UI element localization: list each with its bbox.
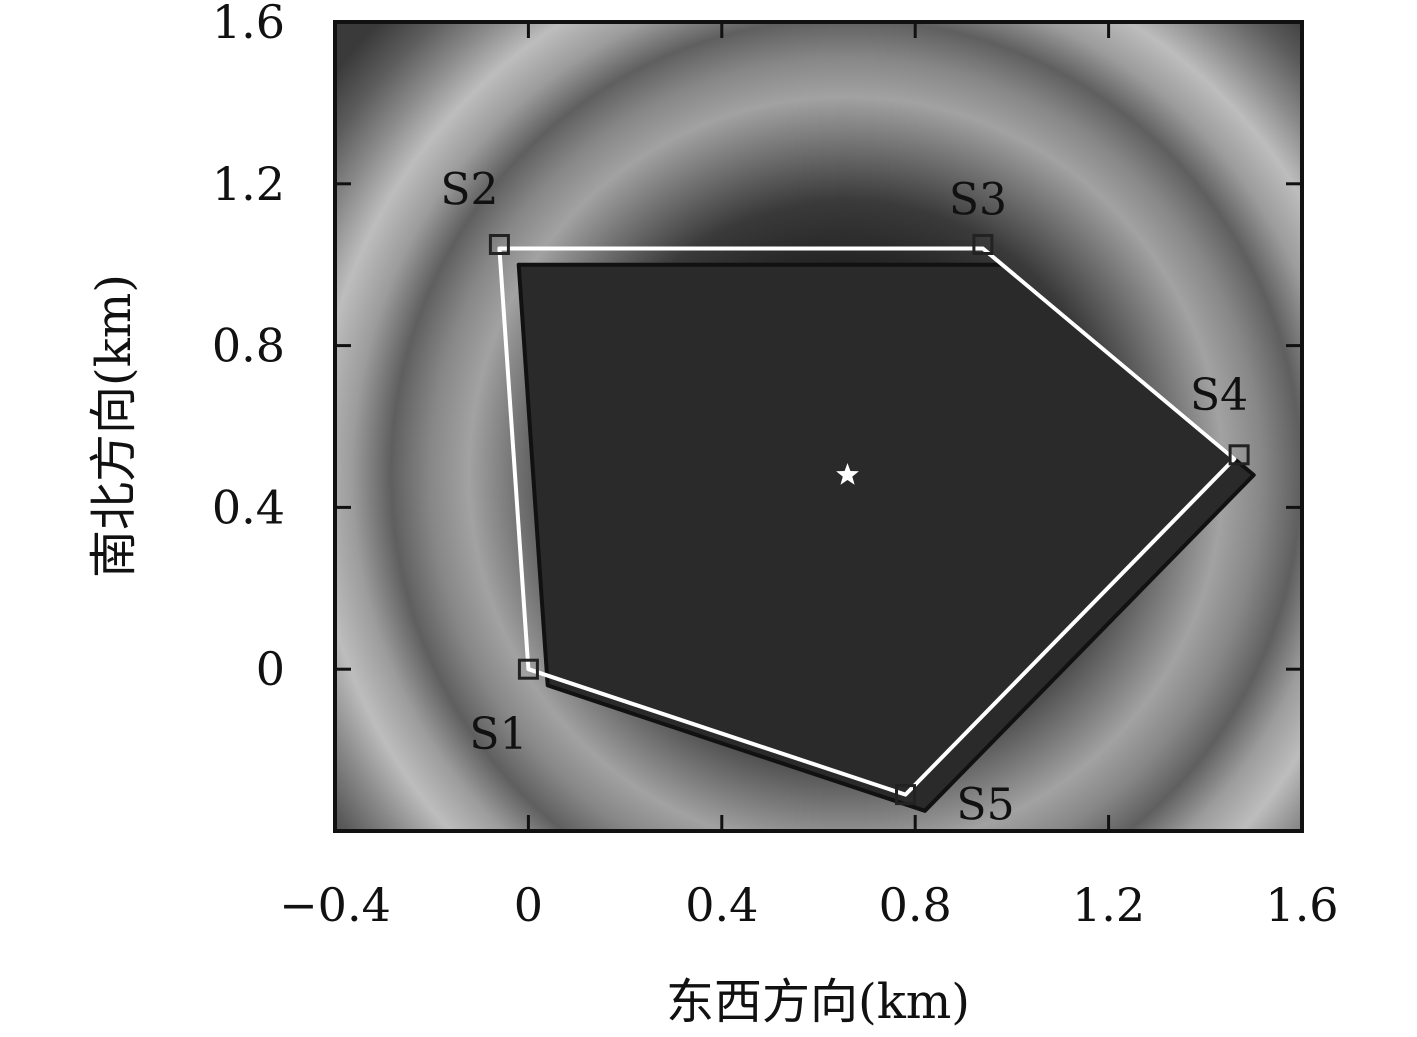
y-axis-title: 南北方向(km) [86,274,142,578]
x-tick-label: 1.2 [1072,878,1145,932]
station-label-s2: S2 [440,165,498,216]
x-axis-title: 东西方向(km) [666,974,970,1030]
tick-layer [333,20,1304,831]
station-marker-s2 [488,234,510,255]
x-tick-label: 1.6 [1265,878,1338,932]
x-tick-label: 0.8 [879,878,952,932]
station-marker-s5 [895,784,916,806]
y-tick-label: 1.6 [212,0,285,49]
y-tick-label: 1.2 [212,157,285,211]
source-star-marker [836,463,859,485]
station-label-s5: S5 [956,780,1014,831]
source-layer [836,463,859,485]
x-tick-label: −0.4 [279,878,391,932]
label-layer: −0.4 0 0.4 0.8 1.2 1.6 0 0.4 0.8 1.2 1.6 [212,0,1339,932]
x-tick-label: 0 [514,878,543,932]
station-label-s4: S4 [1190,370,1248,421]
station-label-s3: S3 [949,175,1007,226]
station-marker-s1 [517,658,539,680]
white-polygon [497,246,1237,797]
station-layer: S1 S2 S3 S4 S5 [440,165,1250,831]
x-tick-label: 0.4 [685,878,758,932]
y-tick-label: 0.4 [212,480,285,534]
y-tick-label: 0 [256,642,285,696]
plot-frame [333,20,1304,833]
y-tick-label: 0.8 [212,319,285,373]
station-label-s1: S1 [469,709,527,760]
station-marker-s3 [972,234,994,255]
polygon-layer [497,246,1256,813]
station-marker-s4 [1228,444,1250,466]
